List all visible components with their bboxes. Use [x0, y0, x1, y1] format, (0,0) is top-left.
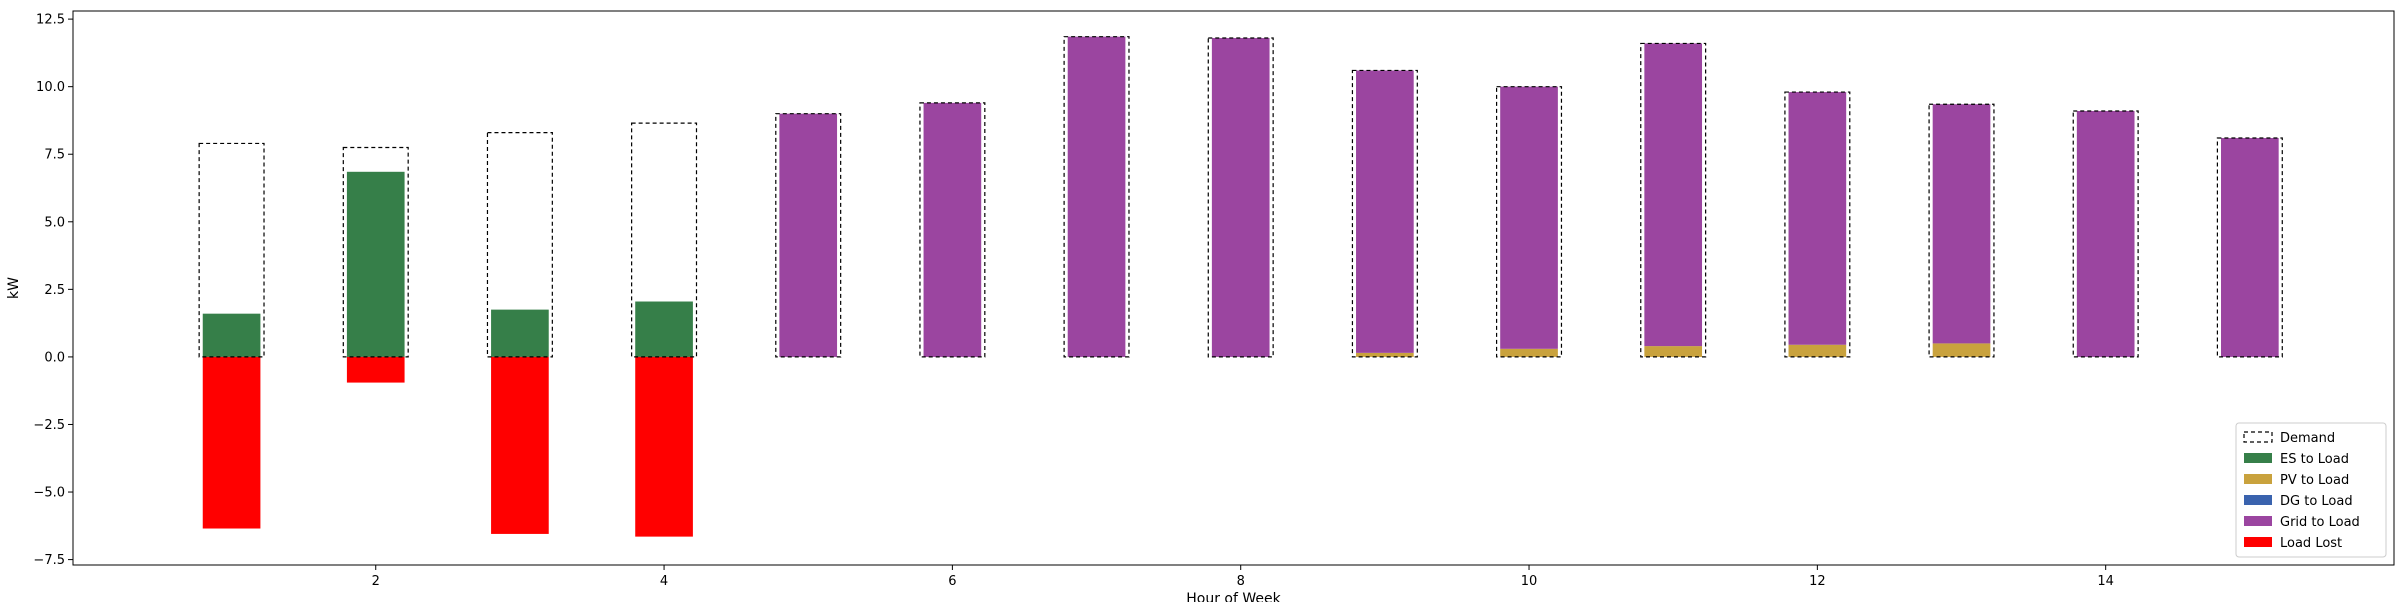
legend-label-demand: Demand: [2280, 431, 2335, 446]
bar-es-to-load-1: [202, 313, 261, 357]
x-tick-label: 14: [2097, 574, 2114, 589]
legend-swatch-grid-to-load: [2244, 516, 2272, 526]
legend-label-load-lost: Load Lost: [2280, 536, 2342, 551]
legend-label-grid-to-load: Grid to Load: [2280, 515, 2360, 530]
bar-es-to-load-4: [635, 301, 693, 357]
x-axis: 2 4 6 8 10 12 14: [372, 565, 2114, 589]
bar-grid-to-load-7: [1067, 36, 1126, 357]
bar-grid-to-load-13: [1932, 104, 1991, 344]
y-tick-label: 5.0: [44, 215, 65, 230]
bar-pv-to-load-11: [1644, 346, 1703, 357]
bar-grid-to-load-6: [923, 102, 982, 357]
demand-outline-8: [1207, 37, 1274, 358]
bar-es-to-load-3: [491, 309, 549, 357]
legend-swatch-pv-to-load: [2244, 474, 2272, 484]
demand-outline-10: [1495, 86, 1563, 358]
bar-grid-to-load-15: [2221, 138, 2279, 357]
legend-label-dg-to-load: DG to Load: [2280, 494, 2353, 509]
x-tick-label: 10: [1521, 574, 1538, 589]
legend: Demand ES to Load PV to Load DG to Load Grid…: [2235, 422, 2387, 558]
bar-es-to-load-2: [346, 171, 405, 357]
y-axis: −7.5 −5.0 −2.5 0.0 2.5 5.0 7.5 10.0 12.5: [33, 13, 73, 568]
bar-pv-to-load-9: [1356, 352, 1414, 357]
bar-load-lost-3: [491, 356, 549, 534]
bar-load-lost-1: [202, 356, 261, 529]
bar-load-lost-4: [635, 356, 693, 537]
y-tick-label: 2.5: [44, 283, 65, 298]
bar-grid-to-load-14: [2076, 110, 2135, 357]
x-tick-label: 8: [1237, 574, 1245, 589]
bar-load-lost-2: [346, 356, 405, 383]
legend-swatch-demand: [2243, 431, 2273, 443]
bar-grid-to-load-9: [1356, 70, 1414, 353]
bar-grid-to-load-5: [779, 113, 838, 357]
plot-frame: [72, 10, 2395, 566]
x-tick-label: 6: [948, 574, 956, 589]
demand-outline-4: [631, 122, 698, 358]
x-tick-label: 4: [660, 574, 668, 589]
legend-swatch-es-to-load: [2244, 453, 2272, 463]
bar-grid-to-load-11: [1644, 43, 1703, 347]
bar-pv-to-load-13: [1932, 343, 1991, 357]
demand-outline-13: [1928, 103, 1995, 358]
legend-label-pv-to-load: PV to Load: [2280, 473, 2349, 488]
x-axis-label: Hour of Week: [1186, 591, 1281, 602]
demand-outline-2: [342, 146, 409, 358]
y-axis-label: kW: [6, 277, 22, 299]
demand-outline-1: [198, 142, 265, 358]
y-tick-label: −2.5: [33, 418, 65, 433]
bar-pv-to-load-10: [1500, 348, 1558, 357]
y-tick-label: −7.5: [33, 553, 65, 568]
bar-grid-to-load-12: [1788, 92, 1847, 345]
demand-outline-7: [1063, 36, 1130, 358]
y-tick-label: 0.0: [44, 350, 65, 365]
bar-layer: [202, 36, 2279, 537]
demand-outline-14: [2072, 110, 2139, 358]
legend-swatch-dg-to-load: [2244, 495, 2272, 505]
legend-swatch-load-lost: [2244, 537, 2272, 547]
bar-grid-to-load-10: [1500, 86, 1558, 349]
x-tick-label: 12: [1809, 574, 1826, 589]
y-tick-label: 12.5: [36, 13, 65, 28]
legend-label-es-to-load: ES to Load: [2280, 452, 2349, 467]
bar-pv-to-load-12: [1788, 344, 1847, 357]
demand-outline-3: [486, 132, 553, 358]
x-tick-label: 2: [372, 574, 380, 589]
y-tick-label: 7.5: [44, 148, 65, 163]
demand-layer: [198, 36, 2283, 358]
legend-box: [2235, 422, 2387, 558]
demand-outline-6: [919, 102, 986, 358]
y-tick-label: −5.0: [33, 486, 65, 501]
bar-grid-to-load-8: [1211, 38, 1270, 357]
demand-outline-15: [2216, 137, 2283, 358]
demand-outline-12: [1784, 91, 1851, 358]
y-tick-label: 10.0: [36, 80, 65, 95]
